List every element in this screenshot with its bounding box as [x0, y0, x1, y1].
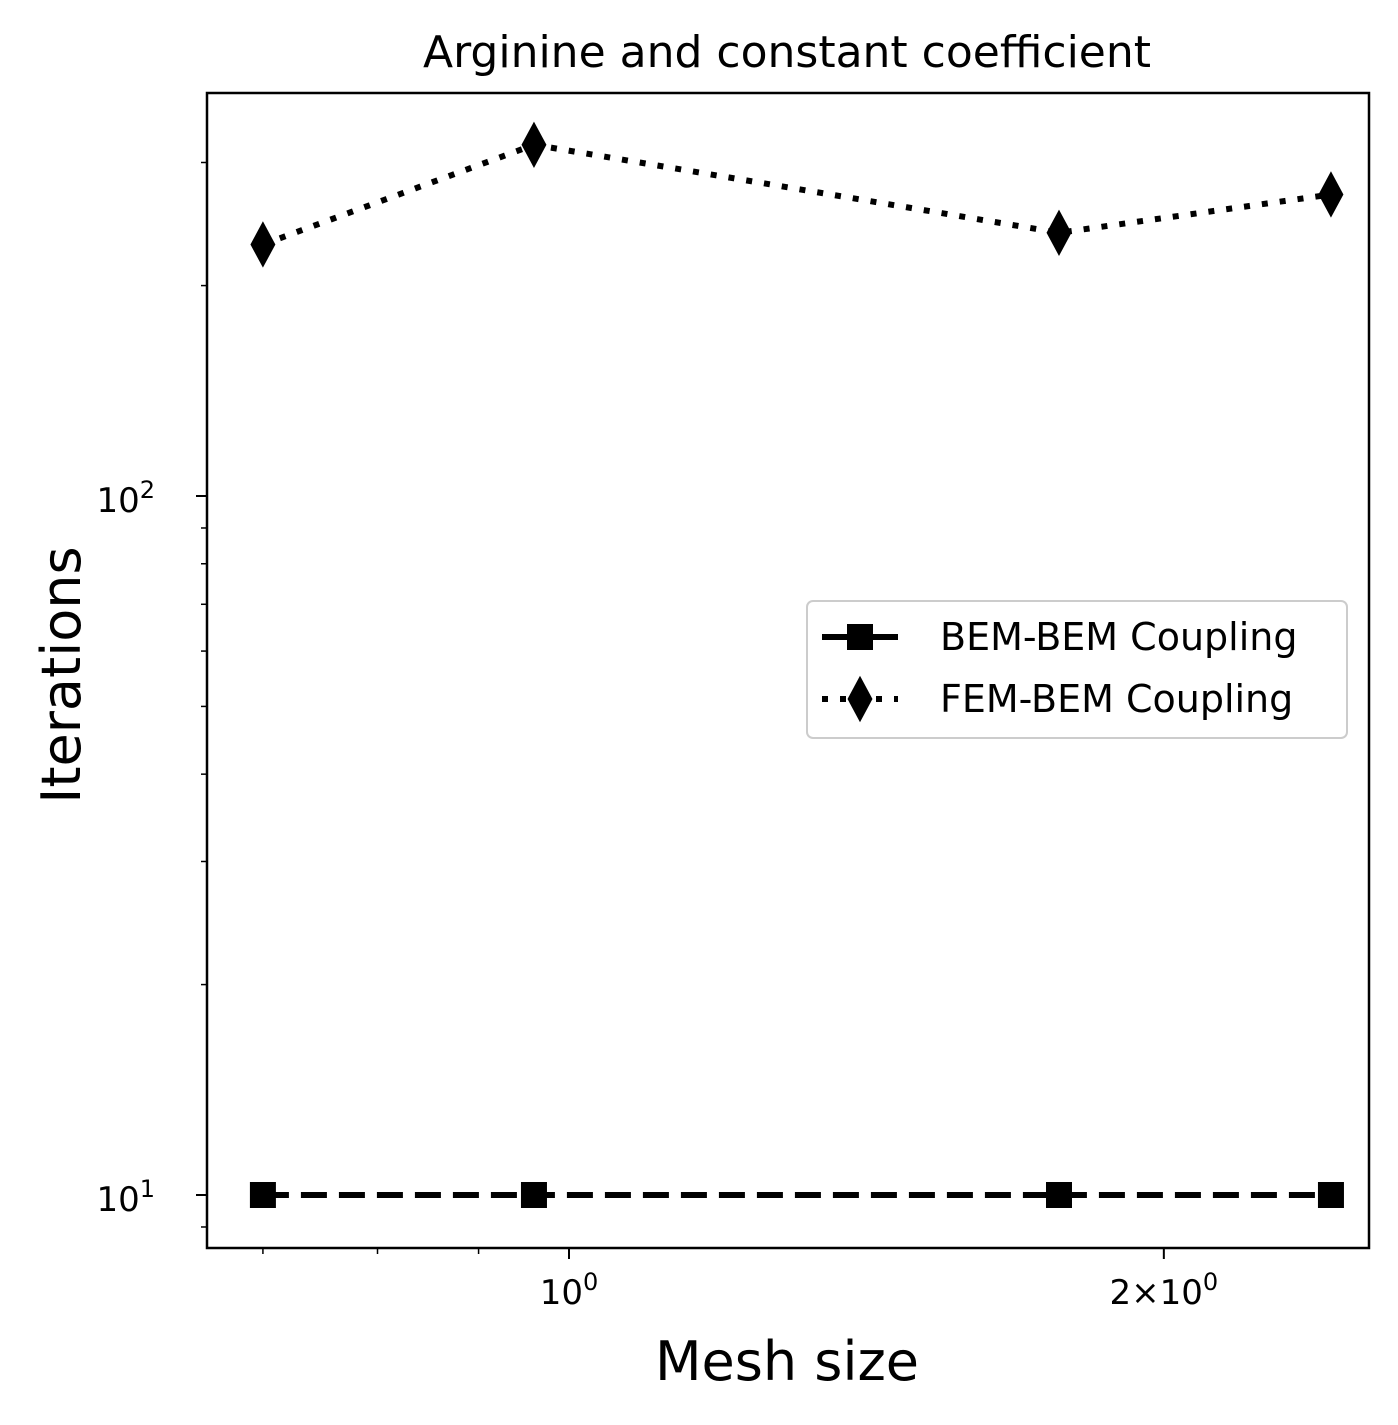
- legend: BEM-BEM Coupling FEM-BEM Coupling: [806, 600, 1348, 739]
- y-tick-label: 101: [96, 1175, 155, 1220]
- plot-area: 100 2×100 101 102: [96, 91, 1371, 1313]
- legend-label: BEM-BEM Coupling: [940, 615, 1297, 659]
- data-point: [249, 1182, 276, 1208]
- series-fem-bem-coupling: [250, 121, 1344, 268]
- series-bem-bem-coupling: [249, 1182, 1344, 1208]
- y-tick-label: 102: [96, 476, 155, 521]
- x-axis-label: Mesh size: [655, 1330, 919, 1393]
- chart-title: Arginine and constant coefficient: [423, 27, 1151, 78]
- legend-marker: [847, 624, 873, 650]
- data-point: [1046, 209, 1072, 256]
- data-point: [1317, 1182, 1344, 1208]
- legend-label: FEM-BEM Coupling: [940, 677, 1293, 721]
- data-point: [521, 121, 547, 169]
- x-tick-label: 2×100: [1109, 1268, 1218, 1313]
- data-point: [250, 221, 276, 268]
- legend-marker: [847, 675, 873, 723]
- major-ticks: 100 2×100 101 102: [96, 476, 1218, 1313]
- plot-frame: [205, 91, 1371, 1250]
- data-point: [1045, 1182, 1072, 1208]
- series-layer: [249, 121, 1344, 1208]
- legend-entry: FEM-BEM Coupling: [822, 675, 1293, 723]
- y-axis-label: Iterations: [30, 546, 93, 803]
- x-tick-label: 100: [540, 1268, 599, 1313]
- series-line: [261, 141, 1332, 248]
- data-point: [520, 1182, 547, 1208]
- legend-entries: BEM-BEM Coupling FEM-BEM Coupling: [822, 615, 1297, 723]
- data-point: [1318, 171, 1344, 218]
- legend-entry: BEM-BEM Coupling: [822, 615, 1297, 659]
- legend-box: [806, 600, 1348, 739]
- minor-ticks: [201, 161, 480, 1254]
